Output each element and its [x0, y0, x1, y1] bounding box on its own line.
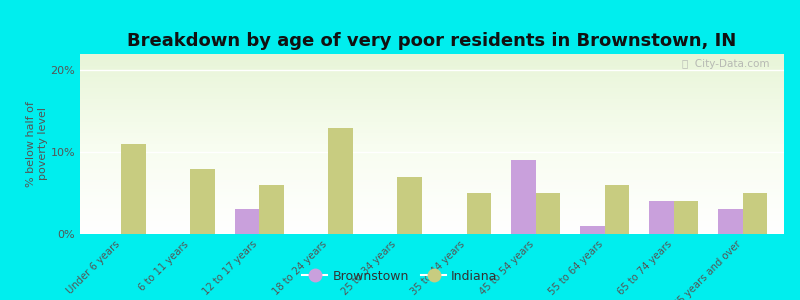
Bar — [398, 177, 422, 234]
Bar — [122, 144, 146, 234]
Bar — [718, 209, 742, 234]
Bar — [329, 128, 353, 234]
Bar — [650, 201, 674, 234]
Y-axis label: % below half of
poverty level: % below half of poverty level — [26, 101, 48, 187]
Bar — [535, 193, 560, 234]
Bar — [466, 193, 490, 234]
Bar — [580, 226, 605, 234]
Bar — [742, 193, 766, 234]
Bar — [190, 169, 214, 234]
Title: Breakdown by age of very poor residents in Brownstown, IN: Breakdown by age of very poor residents … — [127, 32, 737, 50]
Legend: Brownstown, Indiana: Brownstown, Indiana — [298, 265, 502, 288]
Bar — [511, 160, 535, 234]
Bar — [235, 209, 259, 234]
Bar — [674, 201, 698, 234]
Bar — [259, 185, 284, 234]
Bar — [605, 185, 629, 234]
Text: ⓘ  City-Data.com: ⓘ City-Data.com — [682, 59, 770, 69]
